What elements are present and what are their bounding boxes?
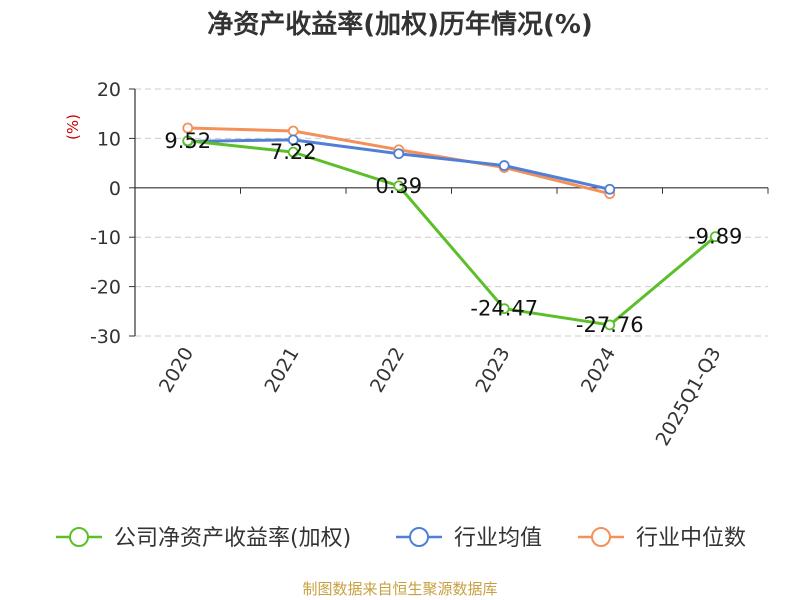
x-tick-label: 2023 [471, 344, 514, 397]
legend: 公司净资产收益率(加权) 行业均值 行业中位数 [56, 526, 746, 551]
data-point [182, 135, 194, 147]
y-tick-label: -10 [90, 227, 121, 249]
data-point [287, 134, 299, 146]
data-label: -9.89 [688, 225, 742, 249]
data-point [182, 122, 194, 134]
data-point [709, 231, 721, 243]
data-label: 9.52 [164, 129, 211, 153]
series-path [187, 139, 717, 327]
x-tick-label: 2021 [260, 344, 303, 397]
legend-label: 行业均值 [454, 526, 542, 551]
data-point [393, 148, 405, 160]
series-line [182, 135, 721, 331]
legend-label: 行业中位数 [636, 526, 746, 551]
data-point [604, 183, 616, 195]
y-tick-label: 10 [97, 128, 121, 150]
data-point [498, 303, 510, 315]
data-label: 0.39 [375, 174, 422, 198]
data-label: -24.47 [470, 297, 538, 321]
legend-marker [591, 527, 611, 547]
y-tick-label: -20 [90, 277, 121, 299]
y-tick-label: 0 [109, 178, 121, 200]
data-labels: 9.52 7.22 0.39 -24.47 -27.76 -9.89 [164, 129, 742, 337]
legend-item: 行业均值 [396, 526, 542, 551]
data-label: 7.22 [270, 140, 317, 164]
data-point [604, 319, 616, 331]
legend-marker [69, 527, 89, 547]
grid-lines [135, 88, 768, 337]
y-tick-label: -30 [90, 326, 121, 348]
legend-marker [409, 527, 429, 547]
data-point [498, 160, 510, 171]
x-tick-label: 2022 [366, 344, 409, 397]
x-tick-label: 2020 [155, 344, 198, 397]
data-source-note: 制图数据来自恒生聚源数据库 [302, 580, 498, 598]
data-point [393, 180, 405, 192]
legend-item: 公司净资产收益率(加权) [56, 526, 351, 551]
y-axis-label: (%) [64, 114, 82, 140]
x-tick-label: 2025Q1-Q3 [652, 344, 726, 450]
chart-title: 净资产收益率(加权)历年情况(%) [207, 10, 593, 40]
legend-item: 行业中位数 [578, 526, 746, 551]
data-point [287, 146, 299, 158]
y-tick-label: 20 [97, 79, 121, 101]
data-point [287, 125, 299, 137]
x-tick-label: 2024 [577, 344, 620, 397]
series [182, 122, 721, 331]
legend-label: 公司净资产收益率(加权) [114, 526, 351, 551]
data-label: -27.76 [576, 313, 644, 337]
